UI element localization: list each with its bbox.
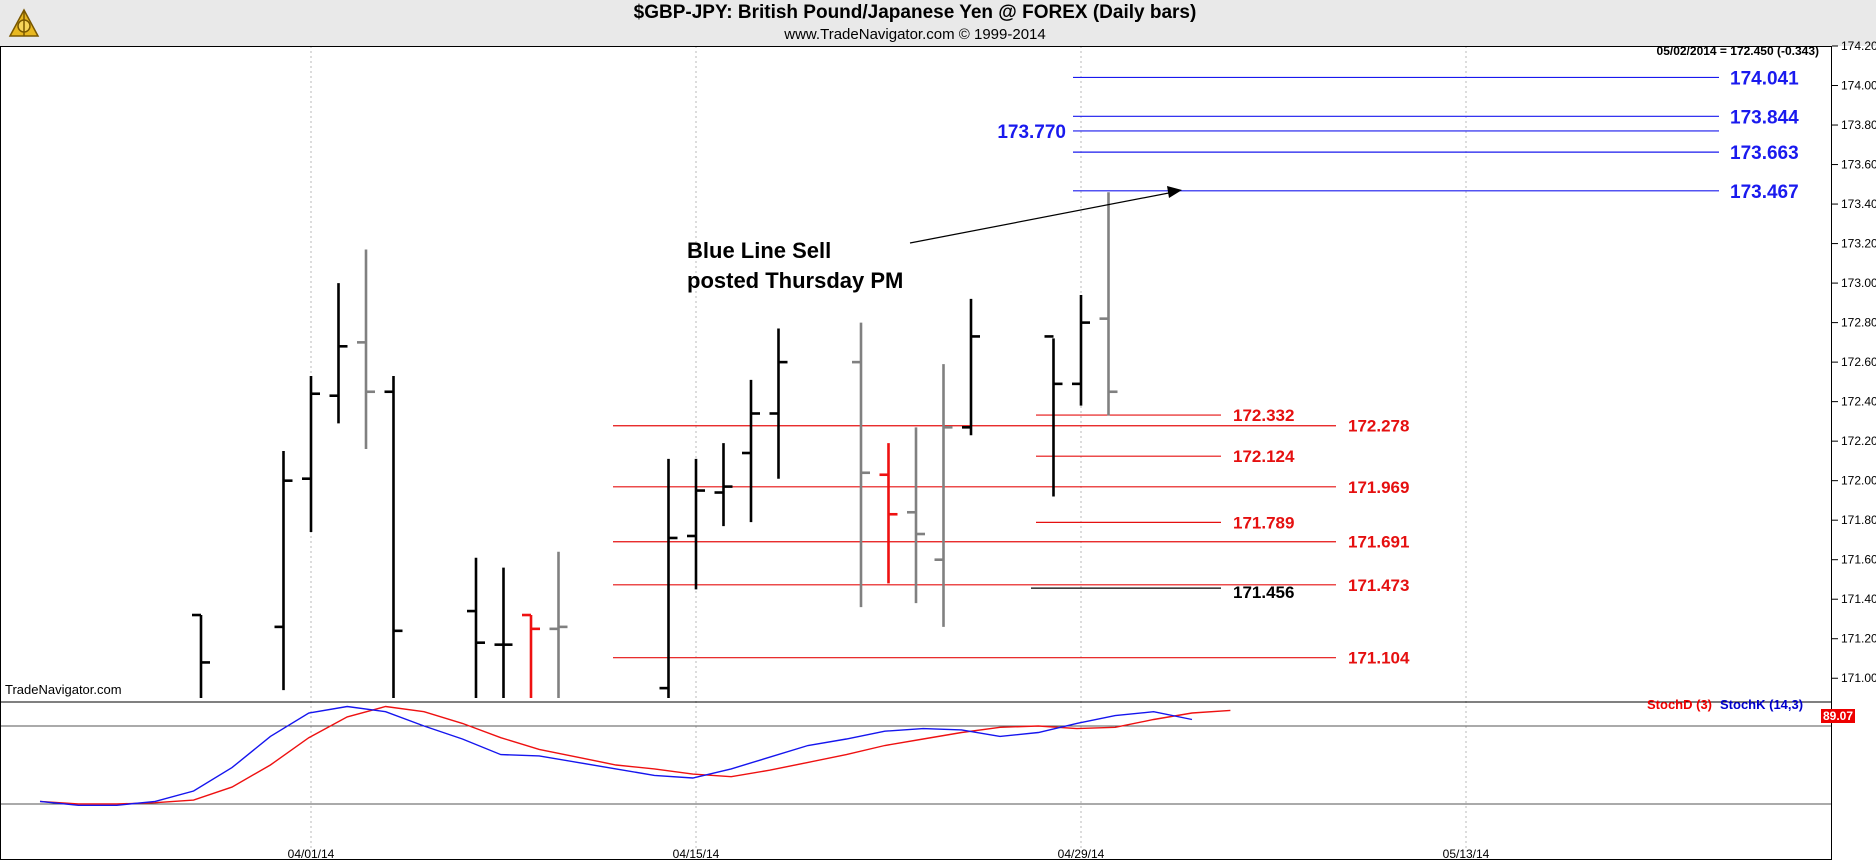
- red-level-label: 171.969: [1348, 478, 1409, 497]
- price-axis: 174.200 174.000 173.800 173.600 173.400 173.2…: [0, 39, 1876, 860]
- price-axis-background: [1832, 46, 1876, 860]
- blue-level-label: 173.844: [1730, 107, 1799, 128]
- price-levels: 174.041 173.844 173.770 173.663 173.467 172.3…: [613, 68, 1799, 668]
- ohlc-bar: [1072, 294, 1090, 406]
- ohlc-bar: [329, 283, 348, 424]
- price-tick-label: 174.200: [1841, 39, 1876, 53]
- ohlc-bar: [934, 364, 953, 627]
- date-tick-label: 04/15/14: [673, 847, 720, 860]
- watermark: TradeNavigator.com: [5, 682, 122, 697]
- date-tick-label: 05/13/14: [1443, 847, 1490, 860]
- price-tick-label: 172.400: [1841, 395, 1876, 409]
- ohlc-bar: [384, 375, 403, 698]
- red-level-label: 171.104: [1348, 649, 1410, 668]
- price-tick-label: 173.400: [1841, 197, 1876, 211]
- red-level-label: 171.691: [1348, 533, 1409, 552]
- chart-title: $GBP-JPY: British Pound/Japanese Yen @ F…: [633, 2, 1197, 23]
- red-level-label: 172.332: [1233, 406, 1294, 425]
- black-level-label: 171.456: [1233, 583, 1294, 602]
- blue-level-label: 173.770: [997, 122, 1066, 143]
- price-tick-label: 172.600: [1841, 355, 1876, 369]
- price-tick-label: 171.200: [1841, 632, 1876, 646]
- ohlc-bar: [659, 458, 678, 698]
- ohlc-bar: [494, 567, 513, 698]
- date-tick-label: 04/01/14: [288, 847, 335, 860]
- price-tick-label: 173.200: [1841, 237, 1876, 251]
- trade-navigator-logo: [4, 2, 44, 42]
- price-tick-label: 171.800: [1841, 513, 1876, 527]
- date-tick-label: 04/29/14: [1058, 847, 1105, 860]
- ohlc-bar: [769, 328, 788, 479]
- title-bar-background: [0, 0, 1876, 46]
- stochastic-panel: 100755025: [0, 693, 1872, 806]
- annotation-line-2: posted Thursday PM: [687, 268, 904, 293]
- chart-subtitle: www.TradeNavigator.com © 1999-2014: [784, 26, 1046, 43]
- blue-level-label: 174.041: [1730, 68, 1799, 89]
- red-level-label: 172.124: [1233, 447, 1295, 466]
- ohlc-bar: [852, 322, 870, 608]
- price-tick-label: 173.800: [1841, 118, 1876, 132]
- stoch-last-value: 89.07: [1821, 709, 1855, 723]
- price-tick-label: 173.000: [1841, 276, 1876, 290]
- price-bars: [192, 192, 1118, 698]
- stoch-line: [39, 705, 1193, 806]
- ohlc-bar: [549, 551, 568, 698]
- annotation-arrow: [909, 186, 1182, 244]
- price-tick-label: 171.600: [1841, 553, 1876, 567]
- stoch-line: [39, 705, 1231, 805]
- blue-level-label: 173.467: [1730, 182, 1799, 203]
- price-tick-label: 172.200: [1841, 434, 1876, 448]
- ohlc-bar: [687, 458, 705, 590]
- ohlc-bar: [357, 249, 375, 450]
- red-level-label: 171.789: [1233, 513, 1294, 532]
- ohlc-bar: [742, 379, 760, 523]
- date-axis: 04/01/14 04/15/14 04/29/14 05/13/14: [288, 847, 1490, 860]
- ohlc-bar: [1044, 335, 1063, 497]
- blue-level-label: 173.663: [1730, 143, 1799, 164]
- ohlc-bar: [522, 613, 540, 698]
- price-tick-label: 171.000: [1841, 671, 1876, 685]
- red-level-label: 171.473: [1348, 576, 1409, 595]
- price-tick-label: 172.800: [1841, 316, 1876, 330]
- legend-stochd: StochD (3): [1647, 697, 1712, 712]
- price-tick-label: 171.400: [1841, 592, 1876, 606]
- ohlc-bar: [879, 443, 898, 584]
- last-quote: 05/02/2014 = 172.450 (-0.343): [1656, 44, 1819, 58]
- red-level-label: 172.278: [1348, 417, 1409, 436]
- ohlc-bar: [962, 298, 980, 436]
- ohlc-bar: [302, 375, 320, 533]
- blue-line-annotation: Blue Line Sell posted Thursday PM: [687, 236, 903, 296]
- legend-stochk: StochK (14,3): [1720, 697, 1804, 712]
- price-tick-label: 174.000: [1841, 79, 1876, 93]
- sextant-icon: [8, 8, 40, 37]
- price-tick-label: 173.600: [1841, 158, 1876, 172]
- ohlc-bar: [192, 613, 210, 698]
- price-tick-label: 172.000: [1841, 474, 1876, 488]
- ohlc-bar: [467, 557, 485, 698]
- ohlc-bar: [907, 427, 925, 604]
- ohlc-bar: [1099, 192, 1118, 416]
- ohlc-bar: [714, 443, 733, 527]
- annotation-line-1: Blue Line Sell: [687, 238, 832, 263]
- ohlc-bar: [274, 451, 293, 691]
